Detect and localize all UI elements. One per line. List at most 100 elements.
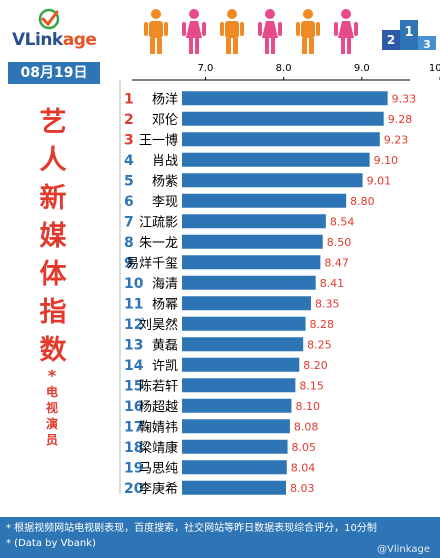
score-value-label: 8.80 xyxy=(350,195,375,208)
rank-number: 4 xyxy=(124,153,134,169)
side-title-char: 体 xyxy=(39,259,67,290)
side-title-char: 指 xyxy=(39,297,67,328)
artist-name: 杨超越 xyxy=(139,400,178,415)
svg-text:3: 3 xyxy=(423,38,431,50)
score-bar xyxy=(182,378,296,393)
artist-name: 易烊千玺 xyxy=(126,256,178,271)
score-bar xyxy=(182,111,384,126)
artist-name: 鞠婧祎 xyxy=(139,420,178,435)
rank-number: 6 xyxy=(124,194,134,210)
side-subtitle-char: 电 xyxy=(45,385,58,399)
people-icons xyxy=(144,9,358,54)
score-value-label: 8.10 xyxy=(295,400,320,413)
score-value-label: 8.04 xyxy=(291,461,316,474)
svg-text:1: 1 xyxy=(404,25,413,40)
score-bar xyxy=(182,337,304,352)
score-value-label: 8.20 xyxy=(303,359,328,372)
person-male-icon xyxy=(220,9,244,54)
artist-name: 马思纯 xyxy=(139,461,178,476)
score-bar xyxy=(182,173,363,188)
artist-name: 杨洋 xyxy=(152,92,178,107)
score-bar xyxy=(182,132,380,147)
score-value-label: 8.28 xyxy=(310,318,335,331)
x-tick-label: 9.0 xyxy=(354,63,370,74)
score-value-label: 8.41 xyxy=(320,277,345,290)
score-value-label: 8.05 xyxy=(292,441,317,454)
rank-number: 11 xyxy=(124,296,143,312)
svg-text:2: 2 xyxy=(387,33,395,47)
side-title-char: 数 xyxy=(39,335,67,366)
rank-number: 17 xyxy=(124,419,143,435)
rank-number: 14 xyxy=(124,358,144,374)
footer-source: * (Data by Vbank) xyxy=(6,538,96,549)
artist-name: 刘昊然 xyxy=(139,317,178,333)
podium-icon: 2 1 3 xyxy=(382,20,436,50)
ranking-chart: 7.0 8.0 9.0 10.0 1 杨洋 9.33 2 邓伦 9.28 3 王一博 9.23 4 肖战 9.… xyxy=(119,63,440,497)
x-tick-label: 8.0 xyxy=(276,63,292,74)
rank-number: 18 xyxy=(124,440,143,456)
score-bar xyxy=(182,460,287,475)
person-female-icon xyxy=(258,9,282,54)
score-bar xyxy=(182,193,347,208)
score-value-label: 8.15 xyxy=(299,379,324,392)
score-bar xyxy=(182,296,311,311)
person-male-icon xyxy=(144,9,168,54)
score-value-label: 9.10 xyxy=(374,154,399,167)
artist-name: 朱一龙 xyxy=(139,236,178,251)
rank-number: 1 xyxy=(124,91,134,107)
side-subtitle: 电 视 演 员 xyxy=(40,384,64,448)
side-title-char: 艺 xyxy=(39,107,67,138)
score-value-label: 8.08 xyxy=(294,420,319,433)
artist-name: 李现 xyxy=(152,195,178,210)
score-value-label: 8.25 xyxy=(307,338,332,351)
artist-name: 李庚希 xyxy=(139,481,178,497)
person-female-icon xyxy=(182,9,206,54)
score-value-label: 8.35 xyxy=(315,297,340,310)
person-female-icon xyxy=(334,9,358,54)
artist-name: 肖战 xyxy=(152,154,178,169)
score-value-label: 9.33 xyxy=(392,92,417,105)
score-bar xyxy=(182,480,286,495)
side-subtitle-char: 员 xyxy=(45,433,58,447)
rank-number: 8 xyxy=(124,235,134,251)
score-bar xyxy=(182,91,388,106)
artist-name: 许凯 xyxy=(152,359,178,374)
score-bar xyxy=(182,152,370,167)
logo-text: VLinkage xyxy=(12,30,97,50)
rank-number: 16 xyxy=(124,399,143,415)
footer-banner: * 根据视频网站电视剧表现，百度搜索，社交网站等昨日数据表现综合评分，10分制 … xyxy=(0,517,440,558)
artist-name: 黄磊 xyxy=(152,338,178,353)
score-bar xyxy=(182,234,323,249)
side-title-char: 人 xyxy=(39,145,67,176)
rank-number: 13 xyxy=(124,337,143,353)
vlinkage-logo: VLinkage xyxy=(12,8,104,52)
score-bar xyxy=(182,357,300,372)
x-tick-label: 10.0 xyxy=(429,63,440,74)
score-value-label: 9.23 xyxy=(384,133,409,146)
footer-note: * 根据视频网站电视剧表现，百度搜索，社交网站等昨日数据表现综合评分，10分制 xyxy=(6,523,377,534)
rank-number: 7 xyxy=(124,214,134,230)
person-male-icon xyxy=(296,9,320,54)
score-bar xyxy=(182,316,306,331)
side-title-char: 新 xyxy=(39,183,67,214)
rank-number: 15 xyxy=(124,378,143,394)
side-subtitle-char: 视 xyxy=(45,401,58,415)
score-bar xyxy=(182,255,321,270)
score-value-label: 8.50 xyxy=(327,236,352,249)
artist-name: 邓伦 xyxy=(152,113,178,128)
score-bar xyxy=(182,419,290,434)
rank-number: 9 xyxy=(124,255,134,271)
score-value-label: 9.28 xyxy=(388,113,413,126)
artist-name: 梁靖康 xyxy=(139,440,178,456)
rank-number: 3 xyxy=(124,132,134,148)
score-bar xyxy=(182,439,288,454)
score-bar xyxy=(182,275,316,290)
artist-name: 杨幂 xyxy=(152,297,178,312)
score-value-label: 8.03 xyxy=(290,482,315,495)
rank-number: 12 xyxy=(124,317,143,333)
date-badge: 08月19日 xyxy=(8,62,100,84)
score-bar xyxy=(182,398,292,413)
side-subtitle-char: 演 xyxy=(45,417,58,431)
rank-number: 5 xyxy=(124,173,134,189)
artist-name: 杨紫 xyxy=(152,174,178,189)
